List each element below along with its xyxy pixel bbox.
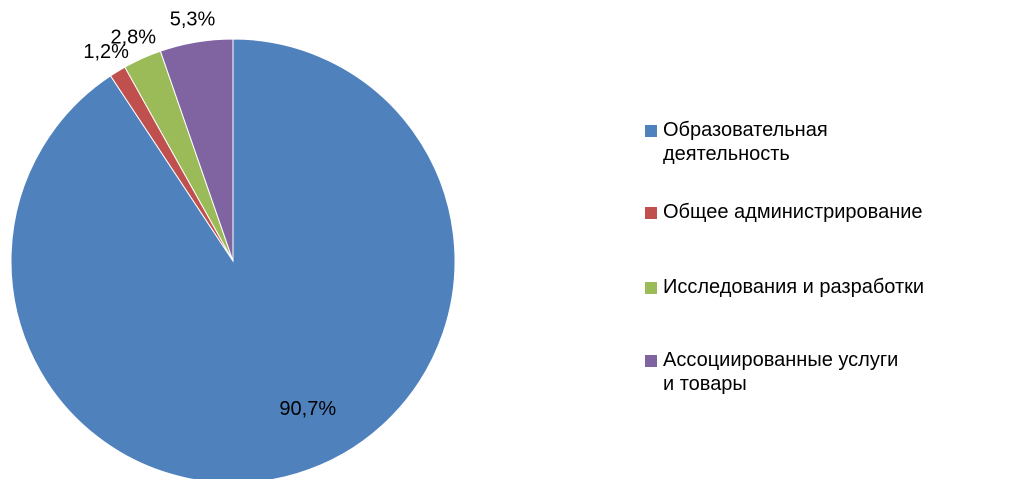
legend-swatch	[645, 207, 657, 219]
data-label: 1,2%	[83, 41, 129, 63]
chart: 90,7% 1,2%2,8% 5,3%	[10, 9, 456, 479]
legend-label: Образовательная деятельность	[663, 119, 828, 165]
legend-item: Ассоциированные услуги и товары	[645, 348, 905, 396]
legend-label: Общее администрирование	[663, 201, 923, 223]
legend-item: Исследования и разработки	[645, 275, 924, 299]
pie-slice	[159, 38, 234, 262]
legend-item: Образовательная деятельность	[645, 118, 905, 166]
data-label: 5,3%	[170, 9, 216, 31]
legend-label: Ассоциированные услуги и товары	[663, 349, 899, 395]
legend-swatch	[645, 282, 657, 294]
data-label: 2,8%	[110, 27, 156, 49]
legend-item: Общее администрирование	[645, 200, 923, 224]
legend-swatch	[645, 355, 657, 367]
legend-label: Исследования и разработки	[663, 276, 925, 298]
legend-swatch	[645, 125, 657, 137]
data-label: 90,7%	[279, 398, 336, 420]
